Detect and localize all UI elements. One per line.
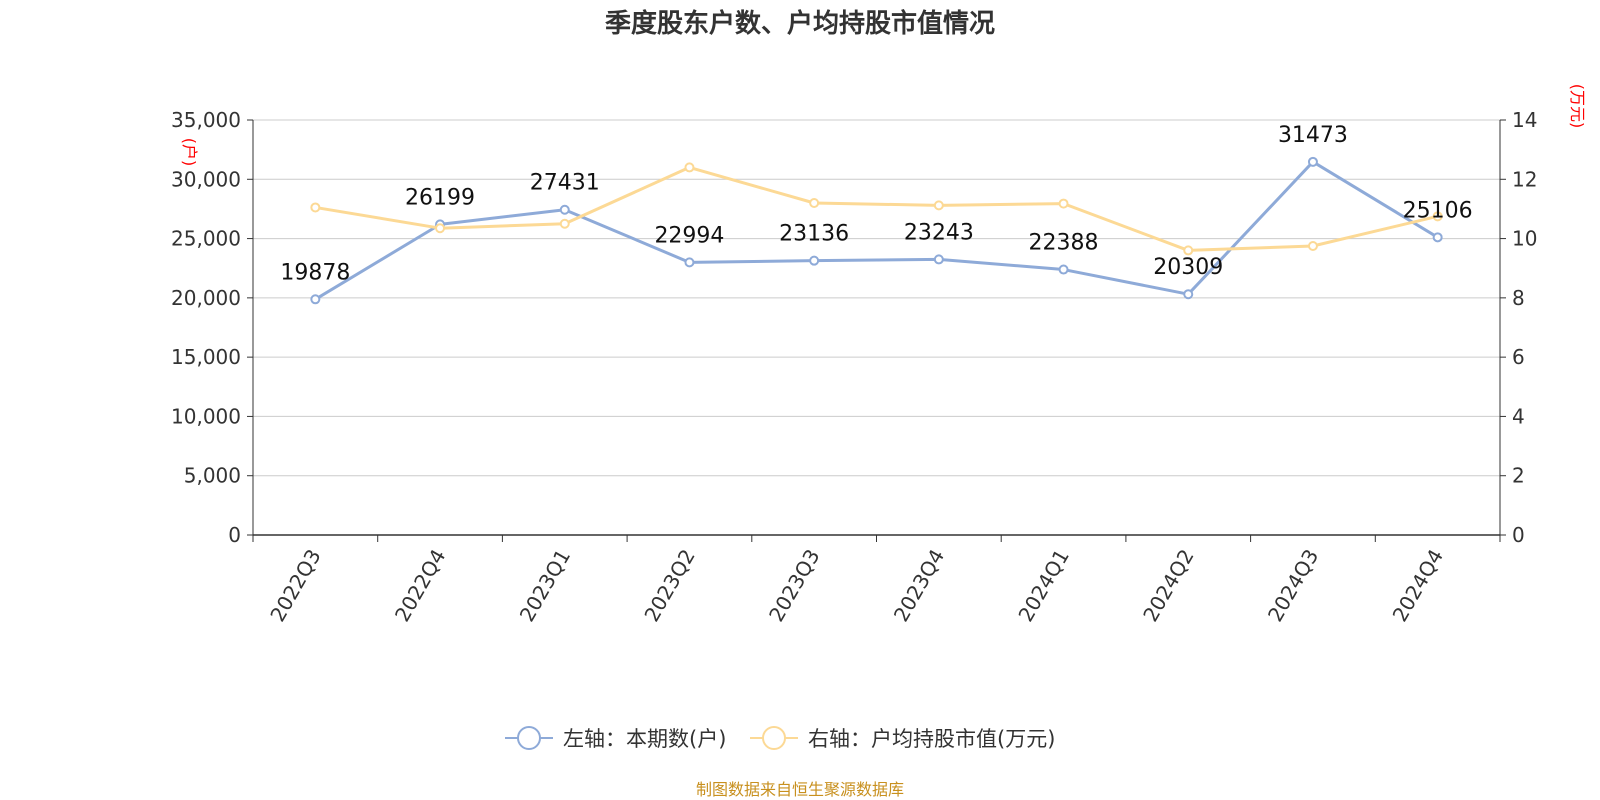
data-point-left (684, 257, 695, 268)
left-tick-label: 0 (228, 523, 241, 547)
series-line-left (314, 160, 1439, 301)
data-point-left (1058, 264, 1069, 275)
right-tick-label: 6 (1512, 345, 1525, 369)
data-point-right (1432, 211, 1443, 222)
x-tick-label: 2024Q2 (1138, 545, 1198, 626)
data-point-right (809, 198, 820, 208)
x-tick-label: 2024Q4 (1388, 545, 1448, 626)
legend-label: 左轴：本期数(户) (563, 727, 726, 751)
data-point-right (933, 200, 944, 211)
data-point-left (1183, 289, 1194, 300)
legend-swatch-marker (762, 726, 786, 750)
data-point-right (1307, 240, 1318, 251)
x-tick-label: 2023Q2 (639, 545, 699, 626)
data-label: 23243 (904, 220, 974, 245)
data-label: 20309 (1153, 255, 1223, 280)
data-label: 22388 (1029, 231, 1099, 256)
data-point-right (435, 223, 446, 234)
x-tick-label: 2022Q3 (265, 545, 325, 626)
x-tick-label: 2022Q4 (390, 545, 450, 626)
right-tick-label: 12 (1512, 167, 1537, 191)
data-point-left (559, 204, 570, 215)
x-tick-label: 2024Q1 (1013, 545, 1073, 626)
data-label: 22994 (654, 223, 724, 248)
left-tick-label: 30,000 (171, 167, 241, 191)
legend-swatch-marker (517, 726, 541, 750)
left-tick-label: 25,000 (171, 227, 241, 251)
right-tick-label: 14 (1512, 108, 1537, 132)
x-tick-label: 2023Q4 (889, 545, 949, 626)
data-label: 31473 (1278, 123, 1348, 148)
legend-item: 右轴：户均持股市值(万元) (750, 726, 1055, 751)
data-label: 25106 (1403, 198, 1473, 223)
right-axis-unit: (万元) (1568, 84, 1587, 129)
data-point-left (1307, 156, 1318, 167)
data-label: 26199 (405, 185, 475, 210)
axes: 0 5,000 10,000 15,000 20,000 25,000 30,000 35,0… (171, 108, 1537, 626)
legend-item: 左轴：本期数(户) (505, 726, 726, 751)
data-point-right (684, 162, 695, 173)
left-tick-label: 10,000 (171, 404, 241, 428)
data-point-left (809, 255, 820, 266)
data-point-right (1058, 198, 1069, 209)
right-tick-label: 4 (1512, 404, 1525, 428)
data-label: 19878 (280, 260, 350, 285)
data-label: 27431 (530, 171, 600, 196)
data-point-right (310, 202, 321, 213)
left-tick-label: 20,000 (171, 286, 241, 310)
data-point-right (1183, 245, 1194, 256)
data-point-right (559, 218, 570, 229)
data-point-left (933, 254, 944, 265)
chart-title: 季度股东户数、户均持股市值情况 (605, 8, 995, 39)
right-tick-label: 10 (1512, 227, 1537, 251)
left-axis-unit: (户) (180, 138, 199, 167)
right-tick-label: 2 (1512, 464, 1525, 488)
data-labels: 19878 26199 27431 22994 23136 23243 22388 20309… (280, 123, 1472, 285)
source-note: 制图数据来自恒生聚源数据库 (696, 780, 904, 799)
gridlines (253, 119, 1500, 477)
data-label: 23136 (779, 222, 849, 247)
left-tick-label: 35,000 (171, 108, 241, 132)
x-tick-label: 2023Q1 (515, 545, 575, 626)
legend-label: 右轴：户均持股市值(万元) (808, 727, 1055, 751)
left-tick-label: 15,000 (171, 345, 241, 369)
data-point-left (310, 294, 321, 305)
right-tick-label: 8 (1512, 286, 1525, 310)
left-tick-label: 5,000 (184, 464, 241, 488)
series-line-right (315, 165, 1438, 252)
x-tick-label: 2024Q3 (1263, 545, 1323, 626)
x-tick-label: 2023Q3 (764, 545, 824, 626)
data-point-left (1432, 232, 1443, 243)
legend: 左轴：本期数(户) 右轴：户均持股市值(万元) (505, 726, 1055, 751)
right-tick-label: 0 (1512, 523, 1525, 547)
series-layer (310, 156, 1443, 305)
